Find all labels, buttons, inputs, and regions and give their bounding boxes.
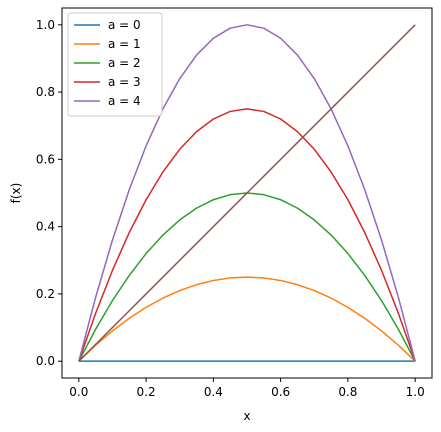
y-tick-label: 0.0 bbox=[36, 354, 55, 368]
legend-label: a = 2 bbox=[108, 56, 141, 70]
y-axis-ticks: 0.0 0.2 0.4 0.6 0.8 1.0 bbox=[36, 18, 62, 368]
legend-label: a = 3 bbox=[108, 75, 141, 89]
series-layer bbox=[78, 24, 416, 362]
y-tick-label: 0.6 bbox=[36, 152, 55, 166]
series-line-1 bbox=[78, 276, 416, 362]
x-tick-label: 0.2 bbox=[137, 385, 156, 399]
x-axis-label: x bbox=[243, 409, 250, 423]
legend: a = 0 a = 1 a = 2 a = 3 a = 4 bbox=[67, 12, 163, 117]
y-tick-label: 0.8 bbox=[36, 85, 55, 99]
plot-frame bbox=[61, 7, 433, 379]
x-tick-label: 0.4 bbox=[204, 385, 223, 399]
x-tick-label: 0.6 bbox=[271, 385, 290, 399]
series-line-4 bbox=[78, 24, 416, 362]
x-tick-label: 0.0 bbox=[69, 385, 88, 399]
legend-label: a = 0 bbox=[108, 18, 141, 32]
x-tick-label: 0.8 bbox=[338, 385, 357, 399]
x-tick-label: 1.0 bbox=[406, 385, 425, 399]
legend-label: a = 4 bbox=[108, 94, 141, 108]
legend-box bbox=[67, 12, 163, 117]
y-tick-label: 1.0 bbox=[36, 18, 55, 32]
series-line-3 bbox=[78, 108, 416, 362]
series-line-5 bbox=[78, 24, 416, 362]
x-axis-ticks: 0.0 0.2 0.4 0.6 0.8 1.0 bbox=[69, 378, 425, 399]
y-tick-label: 0.4 bbox=[36, 220, 55, 234]
y-axis-label: f(x) bbox=[9, 183, 23, 204]
legend-label: a = 1 bbox=[108, 37, 141, 51]
y-tick-label: 0.2 bbox=[36, 287, 55, 301]
